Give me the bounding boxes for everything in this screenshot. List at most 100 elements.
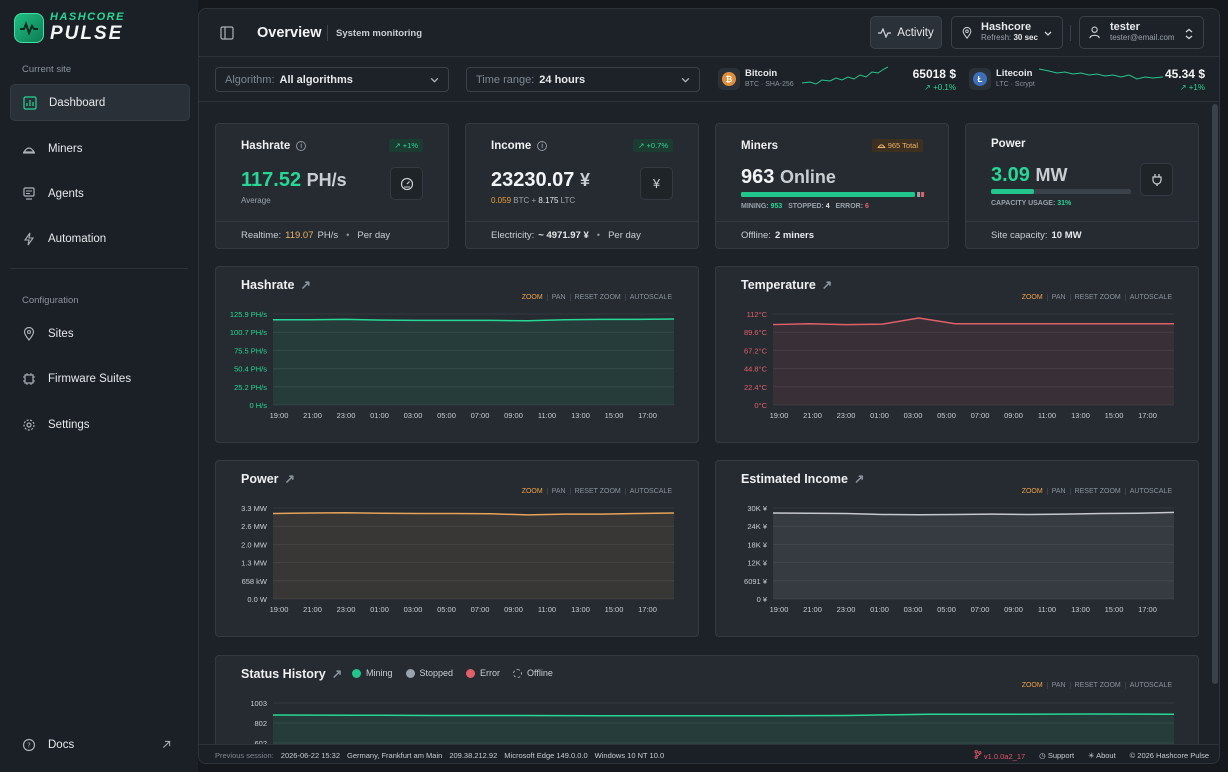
chart-control-pan[interactable]: PAN	[546, 488, 570, 495]
offline-value: 2 miners	[774, 229, 815, 241]
chart-control-autoscale[interactable]: AUTOSCALE	[1124, 682, 1176, 689]
chart-control-reset-zoom[interactable]: RESET ZOOM	[1069, 488, 1125, 495]
chart-control-zoom[interactable]: ZOOM	[1021, 488, 1043, 495]
y-tick-label: 25.2 PH/s	[234, 383, 267, 392]
chart-plot[interactable]: 112°C 89.6°C 67.2°C 44.8°C 22.4°C 0°C19:00 21:…	[716, 267, 1198, 442]
legend-swatch	[513, 668, 523, 678]
coin-subtitle: BTC · SHA-256	[745, 80, 794, 88]
y-tick-label: 112°C	[747, 310, 768, 319]
logo[interactable]: HASHCORE PULSE	[14, 12, 125, 43]
legend-swatch	[352, 668, 361, 678]
chart-control-autoscale[interactable]: AUTOSCALE	[1124, 294, 1176, 301]
expand-arrow-icon[interactable]: ↗	[331, 667, 343, 681]
support-link[interactable]: ◷ Support	[1039, 750, 1075, 760]
y-tick-label: 0 ¥	[757, 595, 768, 604]
info-icon[interactable]: i	[537, 141, 548, 151]
sidebar-item-miners[interactable]: Miners	[10, 130, 190, 167]
chart-control-reset-zoom[interactable]: RESET ZOOM	[569, 488, 625, 495]
chart-control-zoom[interactable]: ZOOM	[1021, 682, 1043, 689]
chart-control-pan[interactable]: PAN	[1046, 488, 1070, 495]
sidebar-item-dashboard[interactable]: Dashboard	[10, 84, 190, 121]
chart-control-autoscale[interactable]: AUTOSCALE	[624, 294, 676, 301]
chart-control-pan[interactable]: PAN	[1046, 682, 1070, 689]
series-line	[272, 713, 1175, 717]
algorithm-select[interactable]: Algorithm: All algorithms	[215, 67, 449, 92]
info-icon[interactable]: i	[296, 141, 307, 151]
chart-control-reset-zoom[interactable]: RESET ZOOM	[569, 294, 625, 301]
x-tick-label: 23:00	[337, 605, 356, 614]
x-tick-label: 13:00	[1071, 411, 1090, 420]
support-icon: ◷	[1039, 750, 1046, 760]
realtime-label: Realtime:	[241, 229, 282, 241]
y-tick-label: 2.6 MW	[241, 522, 268, 531]
expand-arrow-icon[interactable]: ↗	[300, 278, 311, 292]
sidebar-item-firmware-suites[interactable]: Firmware Suites	[10, 360, 190, 397]
chart-plot[interactable]: 30K ¥ 24K ¥ 18K ¥ 12K ¥ 6091 ¥ 0 ¥19:00 21:00 2…	[716, 461, 1198, 636]
prev-session-label: Previous session:	[215, 750, 274, 760]
scrollbar[interactable]	[1212, 104, 1218, 684]
sidebar-item-automation[interactable]: Automation	[10, 220, 190, 257]
chart-controls: ZOOM PAN RESET ZOOM AUTOSCALE	[518, 294, 676, 301]
y-tick-label: 802	[254, 719, 267, 728]
x-tick-label: 23:00	[837, 605, 856, 614]
kpi-unit: ¥	[579, 170, 590, 190]
ticker-litecoin[interactable]: Ł Litecoin LTC · Scrypt 45.34 $ ↗ +1%	[969, 65, 1205, 95]
user-menu[interactable]: tester tester@email.com	[1079, 16, 1204, 49]
chart-control-zoom[interactable]: ZOOM	[521, 488, 543, 495]
help-icon: ?	[22, 738, 36, 751]
about-link[interactable]: ✳ About	[1088, 750, 1116, 760]
y-tick-label: 3.3 MW	[241, 504, 268, 513]
ticker-bitcoin[interactable]: ₿ Bitcoin BTC · SHA-256 65018 $ ↗ +0.1%	[718, 65, 956, 95]
x-tick-label: 07:00	[471, 605, 490, 614]
x-tick-label: 13:00	[571, 605, 590, 614]
version-link[interactable]: v1.0.0a2_17	[974, 749, 1025, 761]
x-tick-label: 03:00	[904, 605, 923, 614]
sidebar-item-agents[interactable]: Agents	[10, 175, 190, 212]
y-tick-label: 658 kW	[242, 577, 268, 586]
site-selector[interactable]: Hashcore Refresh: 30 sec	[951, 16, 1063, 49]
legend-item[interactable]: Offline	[513, 668, 553, 678]
filter-bar: Algorithm: All algorithms Time range: 24…	[199, 57, 1219, 102]
chart-control-reset-zoom[interactable]: RESET ZOOM	[1069, 682, 1125, 689]
chart-control-zoom[interactable]: ZOOM	[1021, 294, 1043, 301]
expand-arrow-icon[interactable]: ↗	[821, 278, 833, 292]
chart-control-pan[interactable]: PAN	[546, 294, 570, 301]
chart-title: Hashrate ↗	[241, 277, 311, 293]
chart-plot[interactable]: 125.9 PH/s 100.7 PH/s 75.5 PH/s 50.4 PH/s 25…	[216, 267, 698, 442]
expand-arrow-icon[interactable]: ↗	[853, 472, 865, 486]
gauge-icon[interactable]	[390, 167, 423, 200]
x-tick-label: 09:00	[1004, 605, 1023, 614]
series-line	[273, 318, 675, 322]
expand-arrow-icon[interactable]: ↗	[284, 472, 295, 486]
chart-control-zoom[interactable]: ZOOM	[521, 294, 543, 301]
x-tick-label: 07:00	[971, 411, 990, 420]
legend-item[interactable]: Stopped	[405, 668, 453, 678]
time-range-select[interactable]: Time range: 24 hours	[466, 67, 700, 92]
capacity-value: 10 MW	[1051, 229, 1082, 241]
legend-item[interactable]: Mining	[352, 668, 393, 678]
y-tick-label: 0 H/s	[249, 401, 267, 410]
series-area	[773, 512, 1174, 599]
chart-control-autoscale[interactable]: AUTOSCALE	[624, 488, 676, 495]
legend-item[interactable]: Error	[466, 668, 500, 678]
chart-control-reset-zoom[interactable]: RESET ZOOM	[1069, 294, 1125, 301]
activity-button[interactable]: Activity	[870, 16, 942, 49]
chart-plot[interactable]: 3.3 MW 2.6 MW 2.0 MW 1.3 MW 658 kW 0.0 W19:00…	[216, 461, 698, 636]
sidebar-item-settings[interactable]: Settings	[10, 406, 190, 443]
kpi-footer: Site capacity: 10 MW	[966, 221, 1198, 248]
yen-icon[interactable]: ¥	[640, 167, 673, 200]
coin-subtitle: LTC · Scrypt	[996, 80, 1035, 88]
activity-icon	[878, 27, 892, 38]
chart-control-pan[interactable]: PAN	[1046, 294, 1070, 301]
sidebar-toggle-icon[interactable]	[220, 26, 234, 40]
y-tick-label: 44.8°C	[744, 365, 768, 374]
plug-icon[interactable]	[1140, 163, 1173, 196]
sidebar-item-docs[interactable]: ? Docs	[10, 726, 190, 763]
y-tick-label: 0.0 W	[247, 595, 268, 604]
y-tick-label: 0°C	[754, 401, 767, 410]
chevron-down-icon	[1044, 31, 1052, 36]
chart-control-autoscale[interactable]: AUTOSCALE	[1124, 488, 1176, 495]
activity-label: Activity	[897, 26, 934, 39]
sidebar-item-sites[interactable]: Sites	[10, 315, 190, 352]
kpi-value: 117.52	[241, 169, 302, 191]
